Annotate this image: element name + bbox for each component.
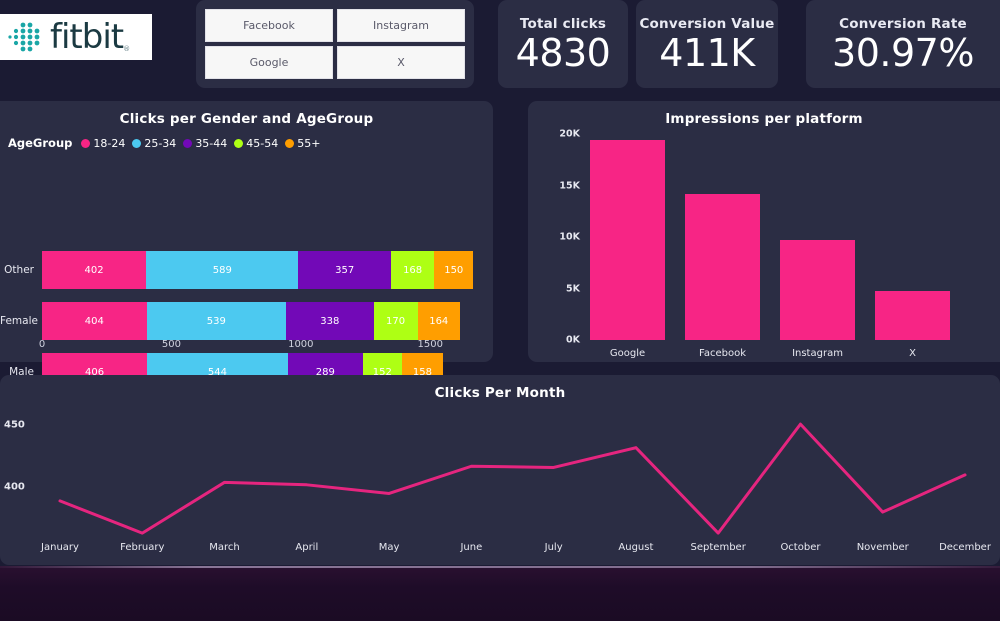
y-axis-tick-label: 400 (4, 481, 25, 493)
x-axis-tick-label: July (544, 542, 563, 553)
stacked-bar-segment[interactable]: 402 (42, 251, 147, 289)
kpi-card-total-clicks: Total clicks 4830 (498, 0, 628, 88)
y-axis-tick-label: 450 (4, 419, 25, 431)
y-axis-tick-label: 20K (559, 128, 580, 140)
legend-item-18-24[interactable]: 18-24 (81, 137, 125, 150)
legend-label: 55+ (297, 136, 321, 150)
clicks-per-month-chart: Clicks Per Month 400 450 January February Ma… (0, 375, 1000, 565)
stacked-bar-category-label: Female (0, 315, 38, 327)
x-axis-tick-label: May (378, 542, 400, 553)
y-axis-tick-label: 10K (559, 231, 580, 243)
legend-title: AgeGroup (8, 136, 73, 150)
x-axis-tick-label: 0 (38, 339, 46, 350)
legend-item-55+[interactable]: 55+ (285, 137, 320, 150)
legend-swatch-icon (81, 138, 91, 148)
stacked-bar-segments: 404 539 338 170 164 (42, 302, 460, 340)
filter-button-facebook[interactable]: Facebook (205, 9, 333, 42)
stacked-bar-row[interactable]: Female 404 539 338 170 164 (0, 302, 493, 340)
fitbit-dot-grid-icon (8, 22, 40, 52)
legend-swatch-icon (285, 138, 295, 148)
kpi-value: 4830 (515, 31, 611, 76)
x-axis-tick-label: Instagram (792, 348, 843, 359)
y-axis-tick-label: 0K (566, 334, 580, 346)
x-axis-tick-label: 1500 (417, 339, 443, 350)
x-axis-tick-label: September (690, 542, 746, 553)
impressions-plot-area: 0K 5K 10K 15K 20K Google Facebook Instagram X (528, 101, 1000, 362)
stacked-bar-segment[interactable]: 168 (390, 251, 435, 289)
legend-swatch-icon (132, 138, 142, 148)
stacked-bars-x-axis: 0 500 1000 1500 (38, 339, 482, 355)
impressions-per-platform-chart: Impressions per platform 0K 5K 10K 15K 20K Go… (528, 101, 1000, 362)
platform-filter-panel: Facebook Instagram Google X (196, 0, 474, 88)
agegroup-legend: AgeGroup 18-24 25-34 35-44 45-54 55+ (0, 127, 493, 150)
x-axis-tick-label: Facebook (699, 348, 746, 359)
chart-title: Clicks Per Month (434, 385, 566, 401)
filter-button-x[interactable]: X (337, 46, 465, 79)
x-axis-tick-label: December (939, 542, 991, 553)
stacked-bar-segment[interactable]: 164 (417, 302, 460, 340)
page-footer-strip (0, 566, 1000, 621)
chart-title: Impressions per platform (665, 111, 863, 127)
y-axis-tick-label: 5K (566, 283, 580, 294)
impressions-bar[interactable] (590, 140, 665, 340)
legend-label: 18-24 (93, 136, 126, 150)
kpi-title: Total clicks (519, 16, 607, 33)
kpi-card-conversion-rate: Conversion Rate 30.97% (806, 0, 1000, 88)
stacked-bar-category-label: Other (4, 264, 34, 276)
clicks-per-month-line (58, 422, 967, 535)
x-axis-tick-label: February (120, 542, 165, 553)
x-axis-tick-label: X (909, 348, 916, 359)
x-axis-tick-label: March (209, 542, 240, 553)
legend-label: 25-34 (144, 136, 177, 150)
legend-swatch-icon (234, 138, 244, 148)
x-axis-tick-label: June (460, 542, 483, 553)
legend-swatch-icon (183, 138, 193, 148)
kpi-card-conversion-value: Conversion Value 411K (636, 0, 778, 88)
filter-button-instagram[interactable]: Instagram (337, 9, 465, 42)
x-axis-tick-label: August (618, 542, 654, 553)
x-axis-tick-label: 500 (161, 339, 181, 350)
stacked-bar-row[interactable]: Other 402 589 357 168 150 (0, 251, 493, 289)
x-axis-tick-label: January (41, 542, 79, 553)
x-axis-tick-label: November (856, 542, 909, 553)
fitbit-logo: fitbit ® (0, 14, 152, 60)
kpi-value: 30.97% (832, 31, 974, 76)
stacked-bar-segments: 402 589 357 168 150 (42, 251, 474, 289)
x-axis-tick-label: Google (609, 348, 646, 359)
filter-button-google[interactable]: Google (205, 46, 333, 79)
legend-item-35-44[interactable]: 35-44 (183, 137, 227, 150)
stacked-bar-segment[interactable]: 589 (146, 251, 299, 289)
x-axis-tick-label: April (295, 542, 319, 553)
stacked-bar-segment[interactable]: 170 (373, 302, 418, 340)
x-axis-tick-label: October (780, 542, 821, 553)
legend-item-25-34[interactable]: 25-34 (132, 137, 176, 150)
stacked-bar-segment[interactable]: 539 (146, 302, 287, 340)
y-axis-tick-label: 15K (559, 180, 580, 191)
kpi-title: Conversion Rate (839, 16, 967, 33)
stacked-bar-segment[interactable]: 150 (434, 251, 474, 289)
stacked-bar-segment[interactable]: 357 (298, 251, 391, 289)
legend-item-45-54[interactable]: 45-54 (234, 137, 278, 150)
clicks-per-gender-agegroup-chart: Clicks per Gender and AgeGroup AgeGroup … (0, 101, 493, 391)
impressions-bar[interactable] (780, 240, 855, 340)
legend-label: 45-54 (246, 136, 279, 150)
kpi-title: Conversion Value (639, 16, 775, 33)
stacked-bar-segment[interactable]: 404 (42, 302, 147, 340)
kpi-value: 411K (659, 31, 755, 76)
impressions-bar[interactable] (685, 193, 760, 340)
chart-title: Clicks per Gender and AgeGroup (119, 111, 374, 127)
stacked-bar-segment[interactable]: 338 (286, 302, 374, 340)
fitbit-wordmark: fitbit (50, 17, 124, 57)
fitbit-trademark: ® (123, 45, 131, 53)
legend-label: 35-44 (195, 136, 228, 150)
x-axis-tick-label: 1000 (288, 339, 314, 350)
impressions-bar[interactable] (875, 290, 950, 340)
month-plot-area: 400 450 January February March April May June Ju… (0, 375, 1000, 565)
